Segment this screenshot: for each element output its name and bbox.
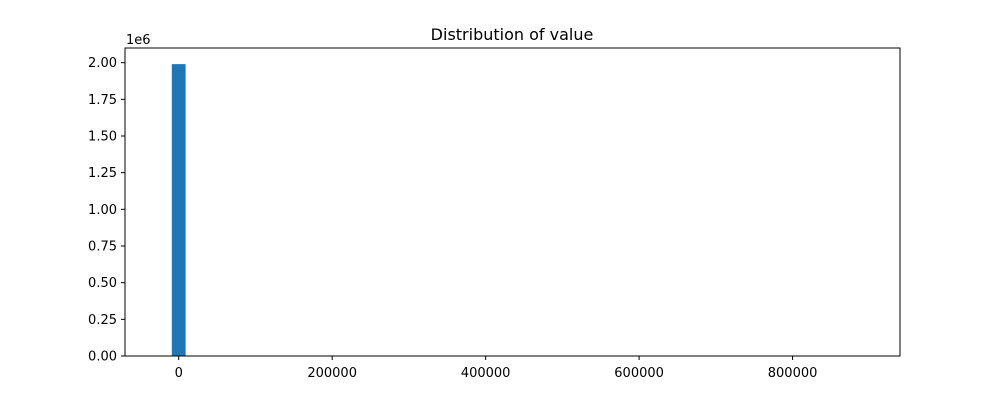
bars-group — [171, 64, 186, 356]
y-tick-label: 1.50 — [88, 130, 117, 145]
x-tick-label: 600000 — [614, 366, 664, 381]
x-tick-label: 800000 — [768, 366, 818, 381]
y-tick-label: 1.00 — [88, 203, 117, 218]
y-tick-label: 1.75 — [88, 93, 117, 108]
x-tick-label: 0 — [175, 366, 183, 381]
plot-frame — [124, 47, 901, 357]
x-axis-ticks: 0 200000 400000 600000 800000 — [175, 356, 818, 381]
y-tick-label: 2.00 — [88, 56, 117, 71]
y-axis-ticks: 0.00 0.25 0.50 0.75 1.00 1.25 1.50 1.75 2.00 — [88, 56, 125, 365]
y-axis-offset-label: 1e6 — [126, 33, 151, 48]
y-tick-label: 0.50 — [88, 276, 117, 291]
y-tick-label: 1.25 — [88, 166, 117, 181]
x-tick-label: 400000 — [461, 366, 511, 381]
y-tick-label: 0.75 — [88, 240, 117, 255]
x-tick-label: 200000 — [307, 366, 357, 381]
chart-title: Distribution of value — [431, 25, 594, 44]
y-tick-label: 0.25 — [88, 313, 117, 328]
histogram-bar — [171, 64, 186, 356]
y-tick-label: 0.00 — [88, 350, 117, 365]
